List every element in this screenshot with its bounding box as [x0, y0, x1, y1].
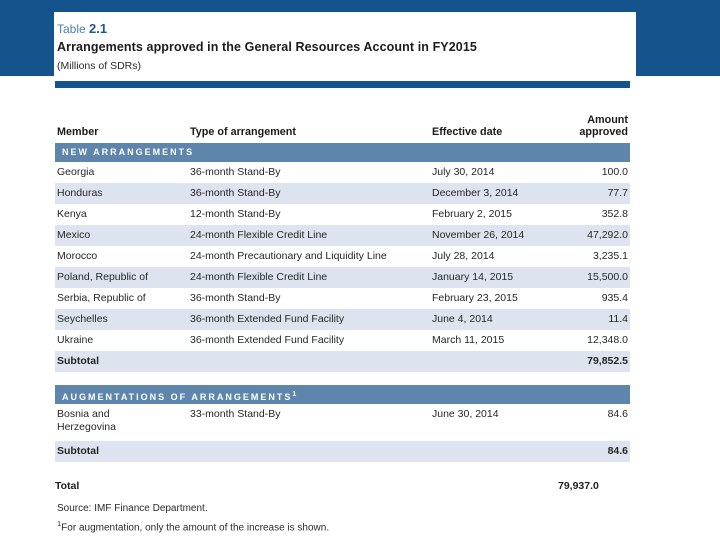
member-cell: Kenya	[57, 208, 87, 220]
date-cell: February 23, 2015	[432, 292, 518, 304]
table-row: Poland, Republic of 24-month Flexible Cr…	[55, 267, 630, 288]
empty-cell	[188, 351, 430, 372]
type-cell: 24-month Flexible Credit Line	[190, 271, 328, 283]
table-row: Seychelles 36-month Extended Fund Facili…	[55, 309, 630, 330]
table-card: Table 2.1 Arrangements approved in the G…	[54, 12, 636, 534]
type-cell: 36-month Extended Fund Facility	[190, 313, 345, 325]
amount-cell: 47,292.0	[587, 229, 628, 241]
table-row: Serbia, Republic of 36-month Stand-By Fe…	[55, 288, 630, 309]
page-title: Arrangements approved in the General Res…	[57, 40, 477, 54]
type-cell: 33-month Stand-By	[190, 408, 281, 420]
type-cell: 36-month Stand-By	[190, 187, 281, 199]
footnote-marker-superscript: 1	[292, 391, 297, 398]
column-header-row: Member Type of arrangement Effective dat…	[55, 96, 630, 143]
member-cell: Ukraine	[57, 334, 94, 346]
member-cell: Mexico	[57, 229, 91, 241]
col-header-amount-line1: Amount	[587, 114, 628, 126]
total-label: Total	[55, 480, 80, 492]
type-cell: 36-month Extended Fund Facility	[190, 334, 345, 346]
section-gap	[55, 462, 630, 476]
subtotal-amount: 84.6	[607, 445, 628, 457]
amount-cell: 100.0	[601, 166, 628, 178]
section-header-new-arrangements: NEW ARRANGEMENTS	[55, 143, 630, 162]
col-header-date: Effective date	[432, 126, 503, 138]
col-header-amount-line2: approved	[579, 126, 628, 138]
footnote: 1For augmentation, only the amount of th…	[55, 519, 630, 533]
empty-cell	[430, 351, 558, 372]
col-header-member: Member	[57, 126, 99, 138]
amount-cell: 352.8	[601, 208, 628, 220]
type-cell: 36-month Stand-By	[190, 166, 281, 178]
subtotal-label: Subtotal	[57, 355, 99, 367]
table-row: Morocco 24-month Precautionary and Liqui…	[55, 246, 630, 267]
table-row: Honduras 36-month Stand-By December 3, 2…	[55, 183, 630, 204]
member-cell: Seychelles	[57, 313, 108, 325]
total-row: Total 79,937.0	[55, 476, 630, 496]
units-subtitle: (Millions of SDRs)	[57, 60, 142, 72]
total-amount: 79,937.0	[558, 480, 599, 492]
footnote-text: For augmentation, only the amount of the…	[61, 522, 330, 534]
amount-cell: 84.6	[607, 408, 628, 420]
col-header-amount: Amount approved	[558, 114, 630, 138]
date-cell: February 2, 2015	[432, 208, 512, 220]
subtotal-row-new-arrangements: Subtotal 79,852.5	[55, 351, 630, 372]
empty-cell	[188, 441, 430, 462]
table-number: 2.1	[89, 21, 108, 36]
member-cell: Honduras	[57, 187, 103, 199]
type-cell: 12-month Stand-By	[190, 208, 281, 220]
amount-cell: 15,500.0	[587, 271, 628, 283]
subtotal-row-augmentations: Subtotal 84.6	[55, 441, 630, 462]
col-header-type: Type of arrangement	[190, 126, 296, 138]
section-gap	[55, 372, 630, 385]
empty-cell	[188, 476, 430, 496]
date-cell: November 26, 2014	[432, 229, 525, 241]
amount-cell: 11.4	[608, 313, 628, 325]
amount-cell: 3,235.1	[592, 250, 628, 262]
amount-cell: 77.7	[607, 187, 628, 199]
left-navy-block	[0, 12, 54, 76]
date-cell: July 28, 2014	[432, 250, 495, 262]
title-divider-rule	[55, 81, 630, 88]
table-label-prefix: Table	[57, 22, 86, 36]
top-navy-band	[0, 0, 720, 12]
member-cell: Bosnia and Herzegovina	[57, 408, 116, 433]
table-label: Table 2.1	[57, 21, 630, 36]
member-cell: Poland, Republic of	[57, 271, 149, 283]
type-cell: 36-month Stand-By	[190, 292, 281, 304]
table-row: Kenya 12-month Stand-By February 2, 2015…	[55, 204, 630, 225]
type-cell: 24-month Flexible Credit Line	[190, 229, 328, 241]
empty-cell	[430, 476, 558, 496]
date-cell: July 30, 2014	[432, 166, 495, 178]
table-row: Ukraine 36-month Extended Fund Facility …	[55, 330, 630, 351]
card-content: Table 2.1 Arrangements approved in the G…	[55, 12, 630, 533]
date-cell: December 3, 2014	[432, 187, 519, 199]
source-note: Source: IMF Finance Department.	[57, 503, 208, 514]
date-cell: June 4, 2014	[432, 313, 493, 325]
date-cell: June 30, 2014	[432, 408, 499, 420]
subtotal-amount: 79,852.5	[587, 355, 628, 367]
right-navy-block	[636, 12, 720, 76]
subtotal-label: Subtotal	[57, 445, 99, 457]
member-cell: Georgia	[57, 166, 95, 178]
date-cell: March 11, 2015	[432, 334, 505, 346]
amount-cell: 12,348.0	[587, 334, 628, 346]
type-cell: 24-month Precautionary and Liquidity Lin…	[190, 250, 387, 262]
member-cell: Serbia, Republic of	[57, 292, 146, 304]
empty-cell	[430, 441, 558, 462]
date-cell: January 14, 2015	[432, 271, 514, 283]
table-row: Mexico 24-month Flexible Credit Line Nov…	[55, 225, 630, 246]
member-cell: Morocco	[57, 250, 98, 262]
footnote-superscript: 1	[57, 519, 62, 528]
title-block: Table 2.1 Arrangements approved in the G…	[55, 12, 630, 72]
amount-cell: 935.4	[601, 292, 628, 304]
section-header-augmentations: AUGMENTATIONS OF ARRANGEMENTS1	[55, 385, 630, 404]
table-row: Georgia 36-month Stand-By July 30, 2014 …	[55, 162, 630, 183]
table-row: Bosnia and Herzegovina 33-month Stand-By…	[55, 404, 630, 441]
section-header-augmentations-text: AUGMENTATIONS OF ARRANGEMENTS	[62, 392, 293, 402]
